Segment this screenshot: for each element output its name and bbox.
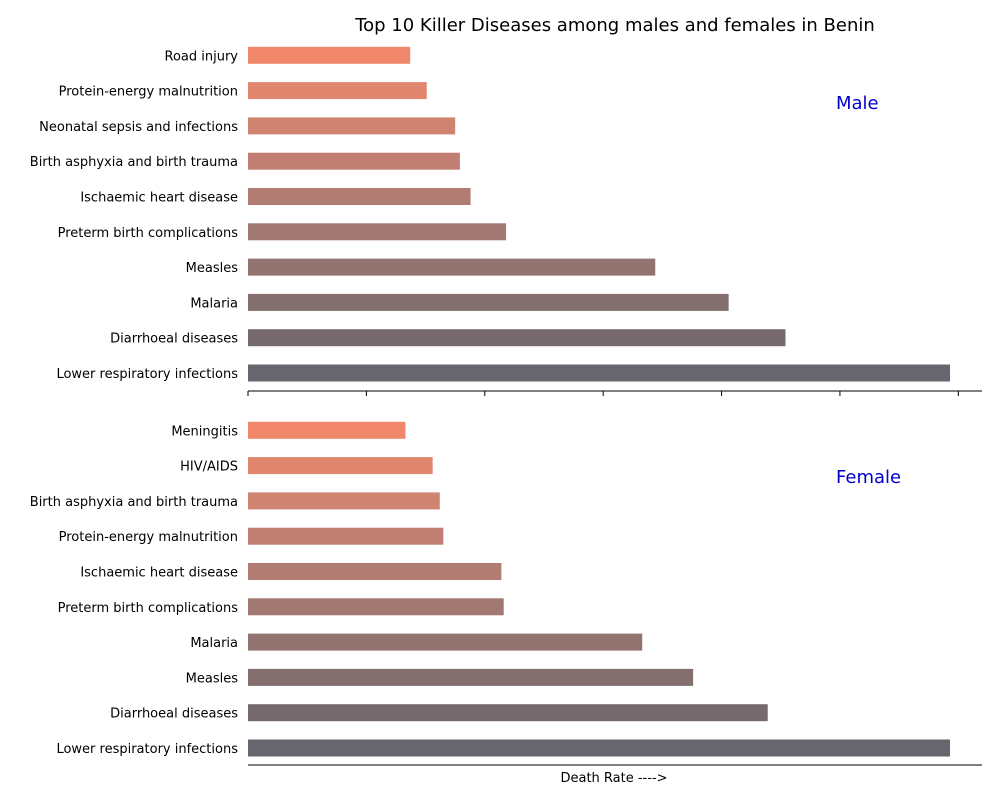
bar-0-9: [248, 46, 411, 64]
bar-0-0: [248, 364, 951, 382]
bar-1-5: [248, 563, 502, 580]
category-label: Diarrhoeal diseases: [110, 707, 238, 722]
category-label: Measles: [186, 671, 239, 686]
category-label: Measles: [186, 261, 239, 276]
category-label: Malaria: [190, 636, 238, 651]
category-label: Lower respiratory infections: [56, 742, 238, 757]
bar-1-2: [248, 668, 694, 686]
category-label: Ischaemic heart disease: [80, 566, 238, 581]
category-label: Lower respiratory infections: [56, 367, 238, 382]
bar-0-6: [248, 152, 460, 170]
bar-0-2: [248, 293, 729, 311]
category-label: Preterm birth complications: [58, 226, 239, 241]
bar-1-7: [248, 492, 440, 510]
bar-1-9: [248, 421, 406, 439]
bar-1-0: [248, 739, 951, 757]
bar-0-5: [248, 188, 471, 205]
category-label: Preterm birth complications: [58, 601, 239, 616]
category-label: Neonatal sepsis and infections: [39, 120, 238, 135]
category-label: Meningitis: [171, 424, 238, 439]
bar-0-8: [248, 82, 427, 100]
bar-1-8: [248, 457, 433, 475]
bar-0-4: [248, 223, 507, 241]
male-panel-label: Male: [836, 93, 879, 114]
bar-1-4: [248, 598, 504, 616]
category-label: Protein-energy malnutrition: [59, 530, 238, 545]
x-axis-label: Death Rate ---->: [560, 771, 667, 786]
bar-0-1: [248, 329, 786, 347]
category-label: Birth asphyxia and birth trauma: [30, 155, 238, 170]
category-label: Protein-energy malnutrition: [59, 85, 238, 100]
female-panel: Female Lower respiratory infections Diarr…: [30, 421, 982, 766]
bar-1-1: [248, 704, 768, 722]
category-label: HIV/AIDS: [180, 460, 238, 475]
category-label: Malaria: [190, 296, 238, 311]
category-label: Ischaemic heart disease: [80, 191, 238, 206]
category-label: Birth asphyxia and birth trauma: [30, 495, 238, 510]
category-label: Diarrhoeal diseases: [110, 332, 238, 347]
bar-1-6: [248, 527, 444, 545]
bar-0-3: [248, 258, 656, 276]
male-panel: Male Lower respiratory infections Diarrho…: [30, 46, 982, 396]
female-panel-label: Female: [836, 467, 901, 488]
bar-0-7: [248, 117, 456, 135]
chart-title: Top 10 Killer Diseases among males and f…: [354, 15, 875, 36]
category-label: Road injury: [165, 49, 239, 64]
bar-1-3: [248, 633, 643, 651]
